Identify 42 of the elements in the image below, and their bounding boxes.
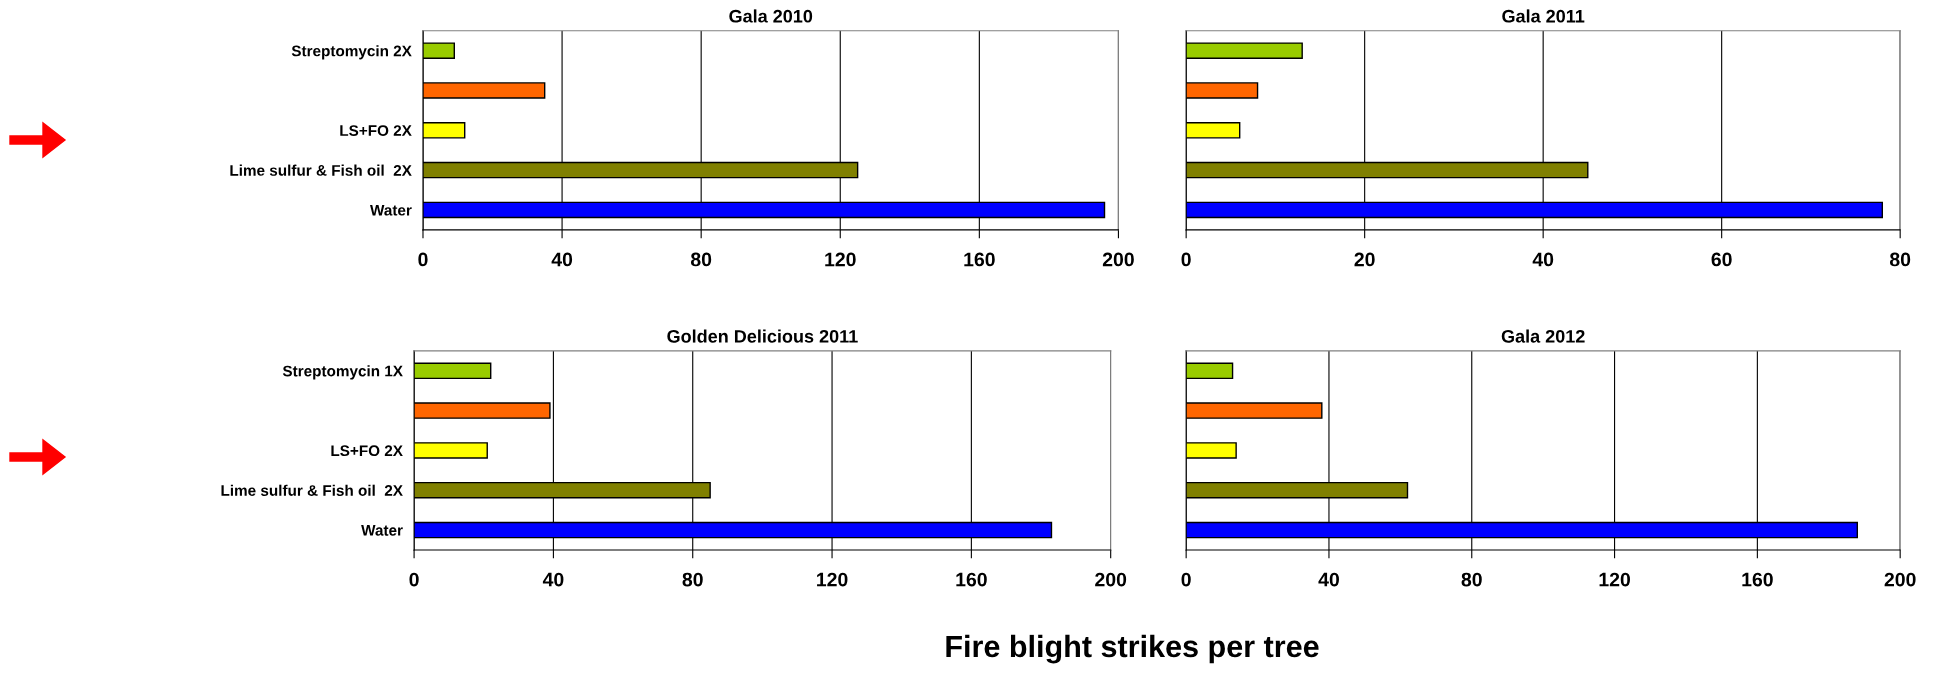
y-tick-label: LS+FO 2X [340, 125, 412, 136]
x-tick-label: 160 [956, 572, 987, 587]
y-tick-label: Lime sulfur & Fish oil 2X [221, 484, 403, 496]
y-tick-label: LS+FO 2X [331, 445, 403, 457]
y-tick-label: Water [370, 204, 412, 216]
chart-title: Golden Delicious 2011 [667, 329, 858, 343]
x-tick-label: 80 [690, 252, 712, 267]
bar [1186, 402, 1323, 419]
chart-title: Gala 2011 [1502, 9, 1585, 23]
x-tick-label: 20 [1354, 252, 1375, 267]
x-tick-label: 200 [1095, 572, 1127, 587]
x-tick-label: 120 [825, 252, 856, 267]
x-tick-label: 0 [409, 572, 419, 587]
bar [1186, 42, 1303, 59]
bar [1186, 442, 1237, 459]
x-tick-label: 160 [1742, 572, 1773, 587]
y-tick-label: Lime sulfur & Fish oil 2X [230, 164, 412, 176]
bar [1186, 122, 1241, 139]
x-tick-label: 160 [964, 252, 995, 267]
x-tick-label: 60 [1711, 252, 1732, 267]
y-tick-label: Streptomycin 2X [291, 45, 412, 60]
x-tick-label: 120 [1599, 572, 1630, 587]
x-tick-label: 80 [682, 572, 703, 587]
x-tick-label: 0 [1181, 252, 1191, 267]
x-tick-label: 40 [551, 252, 573, 267]
x-tick-label: 0 [1181, 572, 1191, 587]
x-tick-label: 40 [542, 572, 564, 587]
x-tick-label: 120 [817, 572, 848, 587]
bar [1186, 82, 1259, 99]
bar [1186, 362, 1234, 380]
y-tick-label: Water [361, 525, 403, 536]
chart-title: Gala 2012 [1501, 329, 1585, 343]
x-tick-label: 80 [1889, 252, 1911, 267]
x-tick-label: 0 [418, 252, 428, 267]
x-tick-label: 40 [1318, 572, 1339, 587]
y-tick-label: Streptomycin 1X [282, 365, 403, 380]
chart-title: Gala 2010 [729, 9, 813, 23]
x-axis-title: Fire blight strikes per tree [946, 634, 1319, 664]
x-tick-label: 200 [1884, 572, 1916, 587]
x-tick-label: 40 [1532, 252, 1554, 267]
x-tick-label: 80 [1461, 572, 1482, 587]
x-tick-label: 200 [1102, 252, 1134, 267]
